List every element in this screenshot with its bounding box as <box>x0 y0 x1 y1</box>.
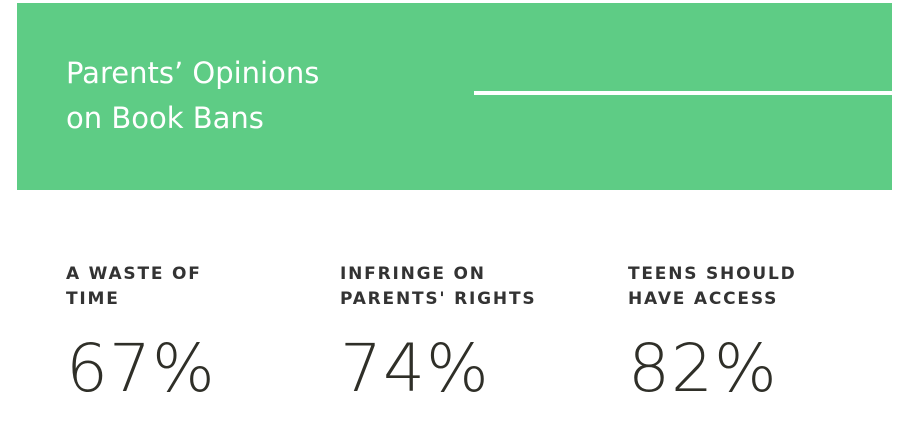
header-banner: Parents’ Opinions on Book Bans <box>17 3 892 190</box>
label-line: TEENS SHOULD <box>628 264 797 284</box>
stat-label: INFRINGE ON PARENTS' RIGHTS <box>340 262 536 312</box>
stat-label: TEENS SHOULD HAVE ACCESS <box>628 262 796 312</box>
label-line: INFRINGE ON <box>340 264 486 284</box>
stat: TEENS SHOULD HAVE ACCESS 82% <box>628 262 796 404</box>
title-line: Parents’ Opinions <box>66 56 320 90</box>
label-line: HAVE ACCESS <box>628 289 779 309</box>
stat-value: 74% <box>340 330 490 407</box>
stat-label: A WASTE OF TIME <box>66 262 216 312</box>
stat: A WASTE OF TIME 67% <box>66 262 216 404</box>
label-line: PARENTS' RIGHTS <box>340 289 537 309</box>
stat-value: 67% <box>66 330 216 407</box>
stat: INFRINGE ON PARENTS' RIGHTS 74% <box>340 262 536 404</box>
label-line: TIME <box>66 289 120 309</box>
title: Parents’ Opinions on Book Bans <box>66 51 319 141</box>
stat-value: 82% <box>628 330 778 407</box>
label-line: A WASTE OF <box>66 264 202 284</box>
divider-line <box>474 91 892 95</box>
title-line: on Book Bans <box>66 101 264 135</box>
